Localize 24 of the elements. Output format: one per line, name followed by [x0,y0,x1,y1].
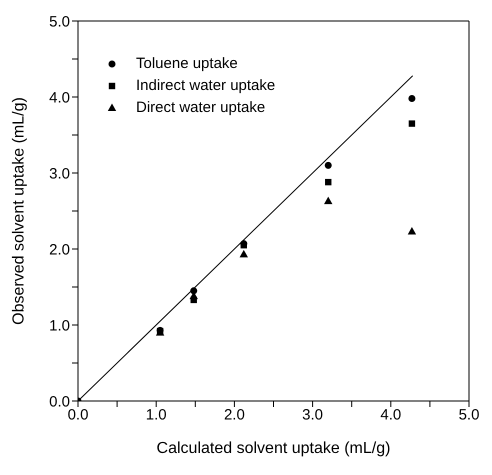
x-tick-label: 0.0 [68,406,88,424]
x-tick-label: 4.0 [380,406,402,424]
y-tick-label: 3.0 [49,165,70,182]
y-tick-label: 0.0 [49,393,70,410]
y-tick-label: 1.0 [49,317,70,334]
y-tick-label: 5.0 [49,13,70,30]
x-axis-title: Calculated solvent uptake (mL/g) [156,440,390,457]
y-axis-title: Observed solvent uptake (mL/g) [10,97,28,325]
y-tick-label: 2.0 [49,241,70,258]
legend-label: Toluene uptake [136,54,238,74]
point [408,227,416,235]
point [240,250,248,258]
x-tick-label: 3.0 [302,406,324,424]
point [408,120,416,127]
x-tick-label: 5.0 [458,406,480,424]
point [408,95,416,102]
legend-label: Direct water uptake [136,98,266,118]
x-tick-label: 2.0 [224,406,245,424]
point [325,178,332,186]
point [324,162,332,169]
x-tick-label: 1.0 [146,406,167,424]
legend-label: Indirect water uptake [136,76,276,96]
y-tick-label: 4.0 [49,89,70,106]
point [324,196,332,204]
